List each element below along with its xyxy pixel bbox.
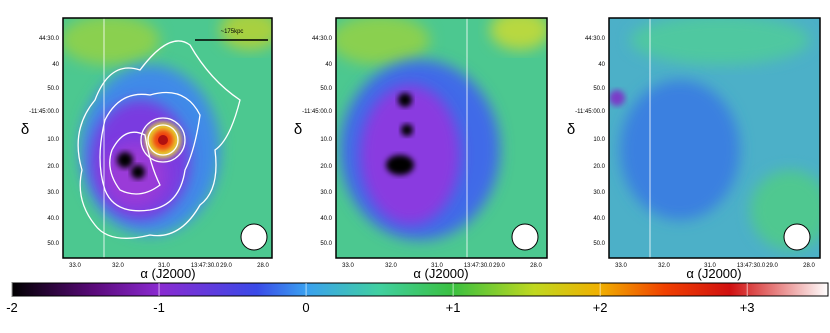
y-tick-label: 30.0	[593, 190, 605, 196]
map-2	[336, 18, 547, 258]
y-tick-label: 44:30.0	[585, 36, 606, 42]
y-tick-label: 10.0	[47, 137, 59, 143]
colorbar-tick-label: +2	[593, 300, 608, 315]
y-tick-label: 20.0	[47, 164, 59, 170]
colorbar-tick-label: -2	[6, 300, 18, 315]
y-tick-label: 50.0	[593, 241, 605, 247]
y-tick-label: 44:30.0	[312, 36, 333, 42]
x-tick-label: 29.0	[220, 263, 232, 269]
y-tick-label: 50.0	[47, 86, 59, 92]
scale-label: ~175kpc	[221, 29, 244, 35]
x-tick-label: 13:47:30.0	[191, 263, 220, 269]
y-tick-label: 40	[325, 62, 332, 68]
y-tick-label: 50.0	[47, 241, 59, 247]
colorbar-tick-label: 0	[302, 300, 309, 315]
y-tick-label: 44:30.0	[39, 36, 60, 42]
x-tick-label: 33.0	[615, 263, 627, 269]
x-axis-label: α (J2000)	[686, 266, 741, 281]
x-tick-label: 13:47:30.0	[464, 263, 493, 269]
y-tick-label: 50.0	[320, 241, 332, 247]
y-tick-label: 40	[52, 62, 59, 68]
x-tick-label: 29.0	[493, 263, 505, 269]
y-tick-label: 50.0	[593, 86, 605, 92]
y-tick-label: 20.0	[593, 164, 605, 170]
x-tick-label: 28.0	[803, 263, 815, 269]
x-tick-label: 29.0	[766, 263, 778, 269]
y-tick-label: 40.0	[47, 216, 59, 222]
y-tick-label: 10.0	[593, 137, 605, 143]
colorbar-tick-label: +3	[740, 300, 755, 315]
colorbar-tick-label: -1	[153, 300, 165, 315]
y-tick-label: -11:45:00.0	[575, 109, 606, 115]
x-axis-label: α (J2000)	[140, 266, 195, 281]
x-tick-label: 28.0	[530, 263, 542, 269]
y-tick-label: 30.0	[320, 190, 332, 196]
x-tick-label: 32.0	[385, 263, 397, 269]
x-tick-label: 31.0	[431, 263, 443, 269]
x-tick-label: 32.0	[112, 263, 124, 269]
y-tick-label: -11:45:00.0	[302, 109, 333, 115]
y-tick-label: 40.0	[320, 216, 332, 222]
colorbar-tick-label: +1	[446, 300, 461, 315]
y-tick-label: 30.0	[47, 190, 59, 196]
x-tick-label: 33.0	[342, 263, 354, 269]
map-1	[63, 18, 272, 258]
y-axis-label: δ	[567, 121, 575, 138]
x-tick-label: 33.0	[69, 263, 81, 269]
x-axis-label: α (J2000)	[413, 266, 468, 281]
map-3	[609, 18, 820, 258]
y-tick-label: 50.0	[320, 86, 332, 92]
y-tick-label: -11:45:00.0	[29, 109, 60, 115]
y-tick-label: 10.0	[320, 137, 332, 143]
colorbar	[11, 282, 829, 297]
y-axis-label: δ	[294, 121, 302, 138]
x-tick-label: 28.0	[257, 263, 269, 269]
y-axis-label: δ	[21, 121, 29, 138]
x-tick-label: 31.0	[704, 263, 716, 269]
y-tick-label: 40.0	[593, 216, 605, 222]
y-tick-label: 20.0	[320, 164, 332, 170]
x-tick-label: 13:47:30.0	[737, 263, 766, 269]
x-tick-label: 32.0	[658, 263, 670, 269]
x-tick-label: 31.0	[158, 263, 170, 269]
y-tick-label: 40	[598, 62, 605, 68]
